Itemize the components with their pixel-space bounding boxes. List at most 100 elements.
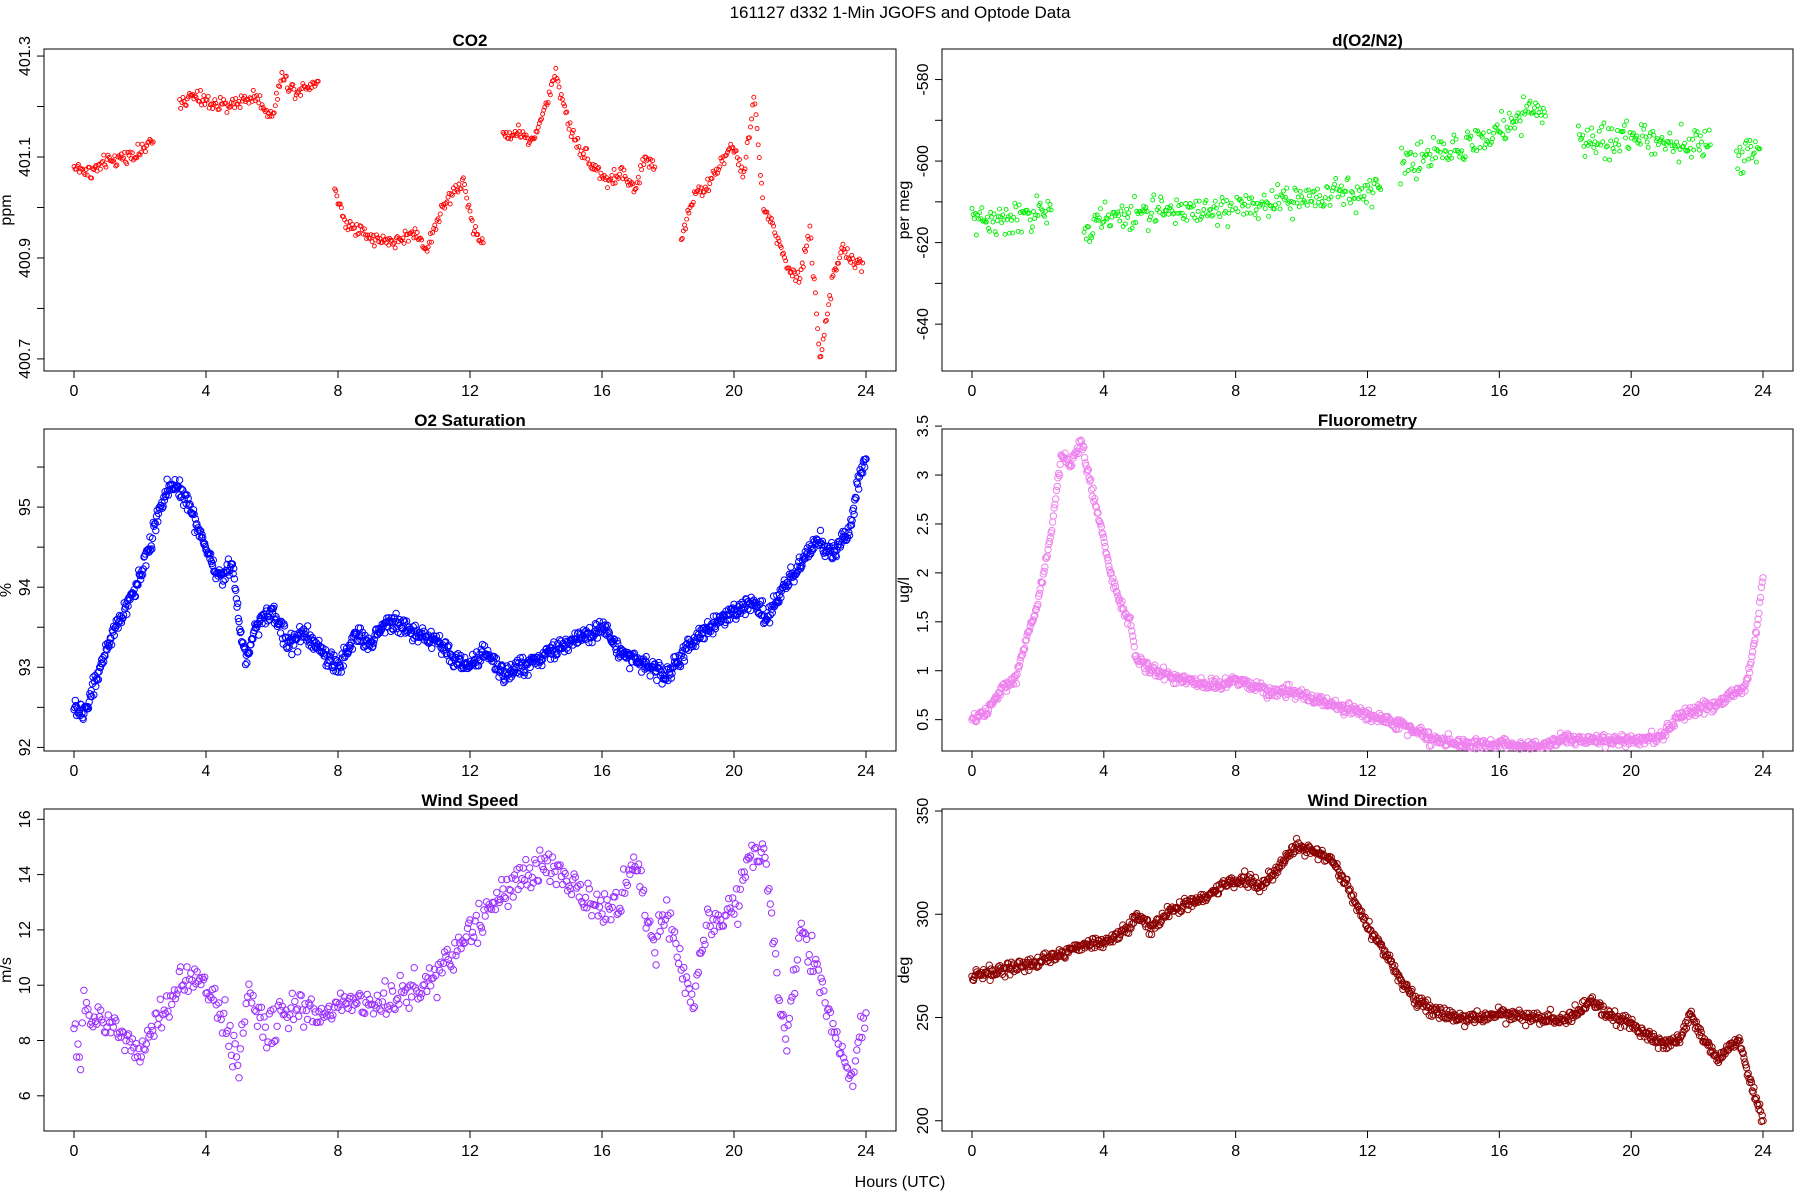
- x-tick-label: 16: [1490, 1143, 1508, 1160]
- data-point: [1477, 145, 1483, 150]
- data-point: [1118, 208, 1124, 214]
- data-point: [1305, 187, 1311, 193]
- data-point: [532, 135, 538, 141]
- data-point: [1440, 155, 1445, 161]
- x-tick-label: 4: [1099, 1143, 1108, 1160]
- data-point: [227, 104, 233, 110]
- data-point: [1031, 209, 1036, 214]
- data-point: [656, 661, 664, 670]
- data-point: [1001, 973, 1009, 981]
- data-point: [522, 855, 530, 864]
- data-point: [542, 868, 550, 877]
- data-point: [789, 273, 795, 279]
- data-point: [310, 637, 318, 645]
- data-point: [233, 603, 241, 611]
- data-point: [1124, 206, 1130, 212]
- data-point: [157, 1024, 166, 1032]
- data-point: [711, 624, 720, 633]
- data-point: [117, 618, 126, 627]
- data-point: [680, 653, 688, 661]
- data-point: [814, 311, 819, 317]
- data-point: [1263, 199, 1269, 205]
- data-point: [1668, 722, 1676, 730]
- data-point: [1472, 745, 1481, 753]
- y-tick-label: 401.1: [17, 137, 34, 177]
- data-point: [1735, 166, 1741, 172]
- data-point: [779, 1011, 787, 1019]
- data-point: [225, 571, 233, 579]
- data-point: [1538, 112, 1544, 118]
- y-tick-label: 300: [915, 901, 932, 928]
- y-tick-label: 1: [915, 666, 932, 675]
- data-point: [194, 88, 200, 94]
- data-point: [1517, 118, 1523, 124]
- data-point: [1092, 212, 1098, 218]
- data-point: [283, 73, 289, 79]
- data-point: [424, 248, 430, 254]
- data-point: [782, 255, 788, 261]
- data-point: [1089, 484, 1097, 492]
- data-point: [646, 917, 654, 925]
- data-point: [619, 865, 628, 873]
- data-point: [689, 1004, 697, 1013]
- data-point: [481, 912, 489, 920]
- data-point: [443, 642, 452, 650]
- data-point: [1227, 203, 1233, 209]
- data-point: [1426, 163, 1432, 169]
- data-point: [843, 534, 852, 542]
- data-point: [302, 1006, 310, 1015]
- data-point: [1533, 100, 1539, 106]
- data-point: [1328, 194, 1334, 200]
- x-tick-label: 24: [1754, 763, 1772, 780]
- data-point: [289, 1015, 298, 1024]
- data-point: [99, 160, 104, 166]
- data-point: [371, 243, 377, 249]
- data-point: [848, 259, 854, 265]
- data-point: [434, 960, 442, 969]
- data-point: [1054, 474, 1062, 482]
- data-point: [1486, 128, 1492, 134]
- data-point: [112, 1017, 120, 1025]
- data-point: [1152, 218, 1158, 224]
- data-point: [382, 1010, 390, 1018]
- data-point: [344, 219, 350, 225]
- data-point: [228, 560, 237, 568]
- data-point: [183, 103, 189, 108]
- data-point: [156, 995, 165, 1003]
- data-point: [260, 105, 266, 110]
- data-point: [88, 692, 96, 701]
- data-point: [1134, 208, 1140, 214]
- data-point: [73, 166, 79, 172]
- data-point: [183, 963, 191, 971]
- data-point: [991, 211, 997, 217]
- data-point: [1145, 930, 1153, 938]
- data-point: [376, 1005, 384, 1013]
- data-point: [1119, 203, 1125, 209]
- data-point: [144, 143, 150, 149]
- panel-title: CO2: [453, 31, 488, 50]
- data-point: [215, 999, 223, 1007]
- data-point: [536, 846, 544, 854]
- data-point: [1533, 1009, 1541, 1017]
- data-point: [516, 654, 524, 662]
- data-point: [132, 155, 137, 161]
- data-point: [247, 95, 253, 101]
- data-point: [706, 922, 714, 930]
- data-point: [1287, 206, 1293, 212]
- data-point: [471, 228, 477, 234]
- data-point: [809, 535, 817, 544]
- data-point: [1003, 206, 1009, 212]
- data-point: [253, 1022, 262, 1031]
- data-point: [1108, 223, 1114, 229]
- data-point: [197, 527, 205, 535]
- data-point: [84, 172, 90, 178]
- data-point: [555, 78, 561, 84]
- data-point: [1294, 200, 1300, 206]
- data-point: [192, 93, 198, 99]
- data-point: [1128, 203, 1134, 209]
- data-point: [602, 915, 610, 924]
- data-point: [1665, 138, 1670, 144]
- data-points: [71, 65, 866, 360]
- y-tick-label: 92: [17, 738, 34, 756]
- data-point: [617, 171, 623, 177]
